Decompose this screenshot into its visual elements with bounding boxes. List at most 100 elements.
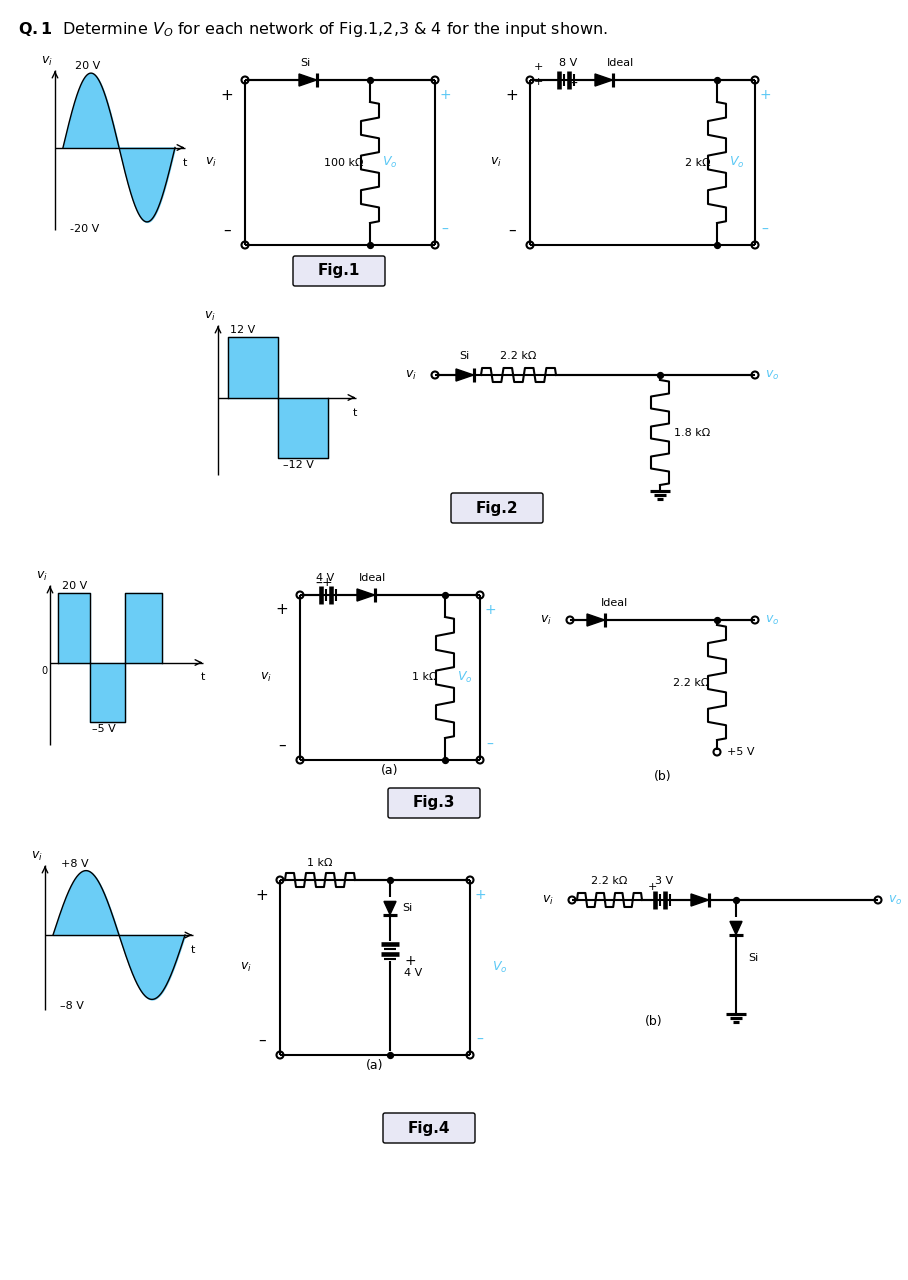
Polygon shape <box>384 901 396 915</box>
Text: t: t <box>191 945 195 955</box>
Text: 2 kΩ: 2 kΩ <box>686 157 711 168</box>
Text: 2.2 kΩ: 2.2 kΩ <box>591 876 627 886</box>
Text: 100 kΩ: 100 kΩ <box>324 157 364 168</box>
Point <box>438 750 452 771</box>
Point <box>729 890 744 910</box>
Text: $v_i$: $v_i$ <box>540 613 552 626</box>
Point <box>710 69 725 90</box>
Text: +8 V: +8 V <box>61 859 89 869</box>
Point <box>710 609 725 630</box>
Text: $V_o$: $V_o$ <box>382 155 398 170</box>
Text: –5 V: –5 V <box>92 724 115 733</box>
Text: –12 V: –12 V <box>283 460 314 470</box>
Point <box>383 1044 398 1065</box>
Text: $\mathbf{Q.1}$  Determine $V_O$ for each network of Fig.1,2,3 & 4 for the input : $\mathbf{Q.1}$ Determine $V_O$ for each … <box>18 20 607 38</box>
Text: $V_o$: $V_o$ <box>492 960 508 975</box>
Text: –: – <box>762 223 768 237</box>
Text: +: + <box>404 954 416 968</box>
Point <box>438 585 452 605</box>
Text: 2.2 kΩ: 2.2 kΩ <box>500 351 537 361</box>
Text: Fig.1: Fig.1 <box>318 264 360 279</box>
Text: +: + <box>439 88 450 102</box>
Text: $v_i$: $v_i$ <box>241 961 252 974</box>
Text: 12 V: 12 V <box>230 325 255 335</box>
Text: +: + <box>474 888 486 902</box>
Text: –: – <box>223 223 231 238</box>
Text: +: + <box>322 576 332 589</box>
Text: (b): (b) <box>646 1015 663 1028</box>
Text: +: + <box>648 882 657 892</box>
Point <box>653 365 667 385</box>
Text: t: t <box>183 157 187 168</box>
Text: Fig.4: Fig.4 <box>408 1120 450 1135</box>
Text: $V_o$: $V_o$ <box>457 669 472 685</box>
Text: Si: Si <box>300 58 311 68</box>
Text: $v_i$: $v_i$ <box>542 893 554 906</box>
Text: +: + <box>534 77 543 87</box>
Text: (b): (b) <box>654 771 671 783</box>
Text: –: – <box>487 739 493 751</box>
Text: –: – <box>508 223 516 238</box>
Polygon shape <box>730 922 742 934</box>
Point <box>362 234 377 255</box>
Text: $v_i$: $v_i$ <box>205 156 217 169</box>
FancyBboxPatch shape <box>293 256 385 285</box>
Text: 1.8 kΩ: 1.8 kΩ <box>674 428 710 438</box>
Text: t: t <box>201 672 205 682</box>
Text: –: – <box>258 1033 266 1047</box>
Point <box>710 234 725 255</box>
Text: (a): (a) <box>366 1059 384 1073</box>
FancyBboxPatch shape <box>388 788 480 818</box>
Text: Si: Si <box>748 954 758 963</box>
Text: –: – <box>477 1033 483 1047</box>
Text: $v_o$: $v_o$ <box>765 613 779 626</box>
Polygon shape <box>299 74 317 86</box>
Text: –: – <box>278 737 286 753</box>
Text: $v_o$: $v_o$ <box>888 893 903 906</box>
Text: $v_i$: $v_i$ <box>490 156 502 169</box>
Text: -20 V: -20 V <box>70 224 99 234</box>
Polygon shape <box>691 893 708 906</box>
Text: –: – <box>441 223 449 237</box>
Text: –8 V: –8 V <box>60 1001 84 1011</box>
Text: Ideal: Ideal <box>360 573 387 582</box>
Text: 1 kΩ: 1 kΩ <box>307 858 332 868</box>
Text: 3 V: 3 V <box>655 876 673 886</box>
FancyBboxPatch shape <box>383 1114 475 1143</box>
Text: 20 V: 20 V <box>62 581 87 591</box>
Text: +: + <box>256 887 269 902</box>
Text: $v_o$: $v_o$ <box>765 369 779 381</box>
Polygon shape <box>587 614 605 626</box>
Text: $v_i$: $v_i$ <box>405 369 417 381</box>
Text: 8 V: 8 V <box>559 58 577 68</box>
Text: $v_i$: $v_i$ <box>41 55 53 68</box>
Text: –: – <box>315 577 321 591</box>
Polygon shape <box>456 369 474 381</box>
Text: $V_o$: $V_o$ <box>729 155 745 170</box>
Text: $v_i$: $v_i$ <box>31 850 43 863</box>
Text: +: + <box>506 87 518 102</box>
Polygon shape <box>595 74 613 86</box>
Text: t: t <box>353 407 358 417</box>
Text: $v_i$: $v_i$ <box>36 570 48 582</box>
Text: $v_i$: $v_i$ <box>204 310 216 323</box>
Text: 4 V: 4 V <box>404 968 422 978</box>
Text: Fig.3: Fig.3 <box>413 795 455 810</box>
Text: +: + <box>276 603 289 617</box>
Text: Si: Si <box>459 351 469 361</box>
Point <box>383 870 398 891</box>
Text: +: + <box>534 61 543 72</box>
Text: 1 kΩ: 1 kΩ <box>411 672 437 682</box>
Text: 2.2 kΩ: 2.2 kΩ <box>673 677 709 687</box>
Text: +: + <box>221 87 233 102</box>
Text: Fig.2: Fig.2 <box>476 500 518 516</box>
Text: Si: Si <box>402 902 412 913</box>
Point <box>362 69 377 90</box>
Text: –: – <box>570 77 577 91</box>
Text: +: + <box>484 603 496 617</box>
Text: Ideal: Ideal <box>607 58 634 68</box>
Text: 4 V: 4 V <box>316 573 334 582</box>
Text: Ideal: Ideal <box>601 598 628 608</box>
Text: (a): (a) <box>381 764 399 777</box>
FancyBboxPatch shape <box>451 493 543 524</box>
